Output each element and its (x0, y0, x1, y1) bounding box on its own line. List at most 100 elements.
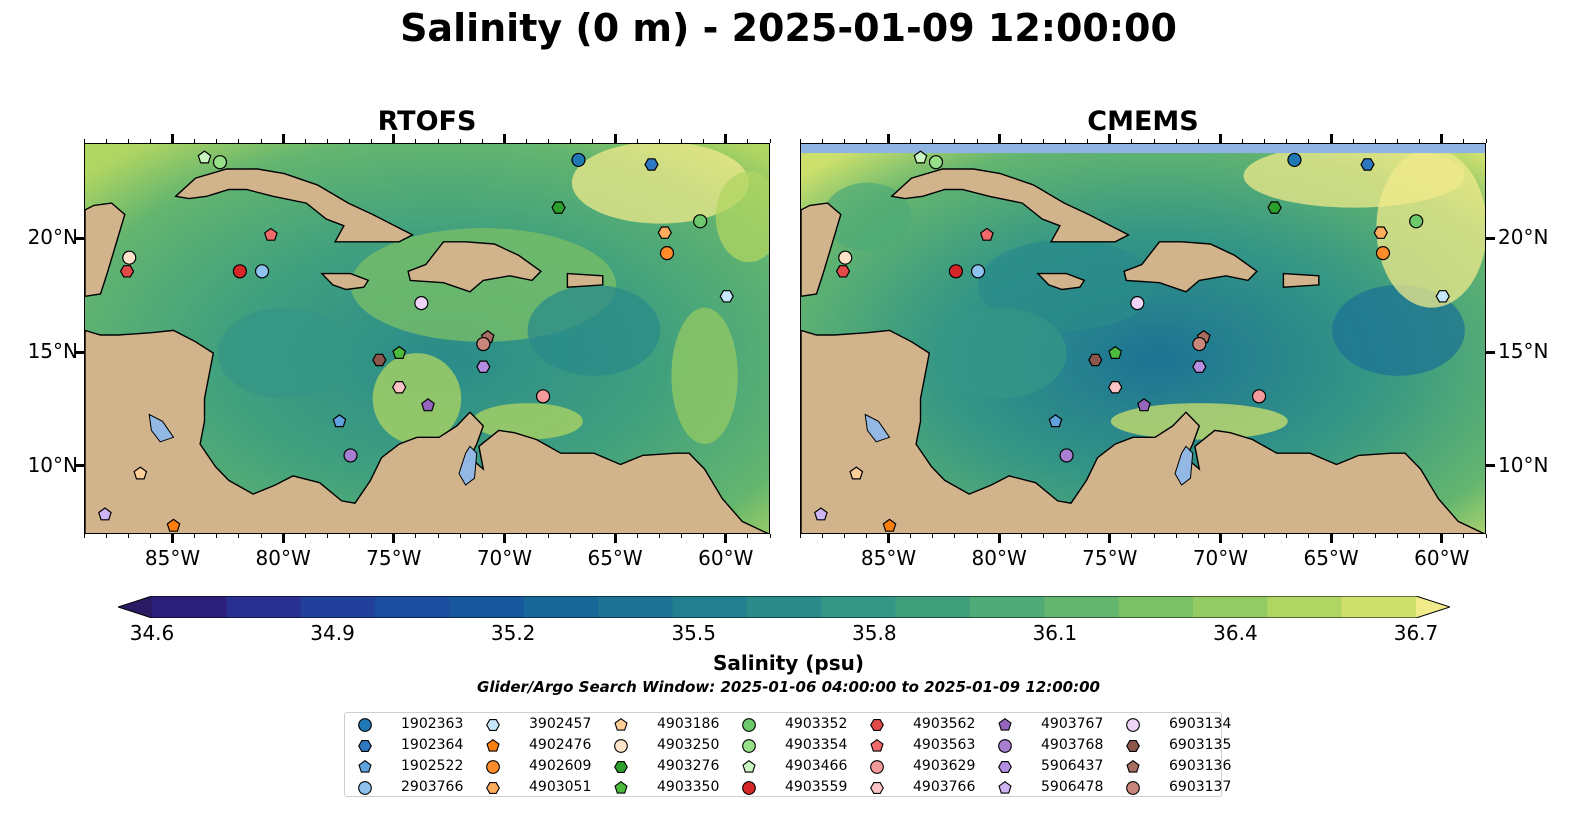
float-marker-6903134[interactable] (414, 296, 429, 311)
float-marker-4903276[interactable] (1267, 201, 1282, 214)
map-panel-rtofs[interactable] (84, 143, 770, 534)
float-marker-4903250[interactable] (122, 250, 137, 265)
float-marker-1902522[interactable] (1048, 414, 1063, 428)
tick-mark (1463, 139, 1465, 143)
tick-mark (1486, 350, 1495, 354)
tick-mark (1486, 236, 1495, 240)
colorbar-tick-label: 36.7 (1393, 621, 1439, 645)
colorbar-segment (969, 596, 1045, 618)
tick-mark (769, 534, 771, 538)
float-marker-4902476[interactable] (166, 518, 181, 532)
float-marker-4903352[interactable] (693, 214, 708, 229)
float-marker-5906478[interactable] (814, 507, 828, 521)
map-panel-cmems[interactable] (800, 143, 1486, 534)
float-marker-1902364[interactable] (1360, 158, 1375, 171)
tick-mark (843, 534, 845, 538)
float-marker-4903250[interactable] (838, 250, 853, 265)
float-marker-4903559[interactable] (232, 264, 248, 279)
tick-mark (1175, 139, 1177, 143)
float-marker-4903051[interactable] (1373, 226, 1388, 239)
float-marker-6903134[interactable] (1130, 296, 1145, 311)
float-marker-4903768[interactable] (1059, 448, 1074, 463)
float-marker-1902364[interactable] (644, 158, 659, 171)
tick-mark (1065, 534, 1067, 538)
tick-mark (1396, 139, 1398, 143)
float-marker-4903352[interactable] (1409, 214, 1424, 229)
float-marker-4903629[interactable] (535, 389, 551, 404)
tick-mark (1087, 139, 1089, 143)
axis-tick-label: 15°N (1498, 339, 1549, 364)
float-marker-4903766[interactable] (1108, 381, 1123, 394)
float-marker-6903135[interactable] (1088, 353, 1103, 367)
float-marker-4903186[interactable] (133, 466, 148, 480)
float-marker-4903562[interactable] (835, 265, 851, 278)
float-marker-4903276[interactable] (551, 201, 566, 214)
tick-mark (281, 534, 285, 543)
land-polygon (85, 329, 769, 533)
float-marker-2903766[interactable] (970, 264, 986, 279)
float-marker-4903562[interactable] (119, 265, 135, 278)
tick-mark (326, 139, 328, 143)
float-marker-4903186[interactable] (849, 466, 864, 480)
land-polygon (1282, 272, 1320, 288)
tick-mark (260, 139, 262, 143)
colorbar-tick-label: 34.6 (129, 621, 175, 645)
tick-mark (1441, 139, 1443, 143)
float-marker-5906478[interactable] (98, 507, 112, 521)
legend-marker-icon (358, 760, 372, 773)
legend-label: 4903186 (657, 716, 720, 732)
float-marker-4903766[interactable] (392, 381, 407, 394)
float-marker-4903466[interactable] (197, 150, 212, 164)
tick-mark (887, 534, 891, 543)
tick-mark (1020, 534, 1022, 538)
float-marker-1902363[interactable] (1287, 152, 1302, 168)
float-marker-2903766[interactable] (254, 264, 270, 279)
float-marker-4903051[interactable] (657, 226, 672, 239)
axis-tick-label: 10°N (1498, 452, 1549, 477)
float-marker-4903350[interactable] (392, 345, 407, 359)
axis-tick-label: 15°N (27, 339, 78, 364)
float-marker-1902363[interactable] (571, 152, 586, 168)
tick-mark (1440, 134, 1444, 143)
float-marker-4903354[interactable] (212, 155, 228, 170)
figure-title: Salinity (0 m) - 2025-01-09 12:00:00 (400, 6, 1177, 50)
tick-mark (1352, 534, 1354, 538)
float-marker-3902457[interactable] (719, 290, 734, 303)
float-marker-1902522[interactable] (332, 414, 347, 428)
legend-marker-icon (998, 781, 1012, 794)
float-marker-4903559[interactable] (948, 264, 964, 279)
float-marker-6903137[interactable] (476, 336, 491, 352)
float-marker-4903563[interactable] (263, 227, 278, 241)
float-marker-6903135[interactable] (372, 353, 387, 367)
tick-mark (393, 139, 395, 143)
float-marker-5906437[interactable] (476, 360, 491, 374)
float-marker-4903768[interactable] (343, 448, 358, 463)
float-marker-4903629[interactable] (1251, 389, 1267, 404)
legend-label: 6903135 (1169, 737, 1232, 753)
float-marker-4902476[interactable] (882, 518, 897, 532)
axis-tick-label: 80°W (971, 546, 1027, 570)
float-marker-4903354[interactable] (928, 155, 944, 170)
colorbar-segment (1341, 596, 1417, 618)
tick-mark (502, 534, 506, 543)
float-marker-4903563[interactable] (979, 227, 994, 241)
float-marker-4903350[interactable] (1108, 345, 1123, 359)
float-marker-3902457[interactable] (1435, 290, 1450, 303)
float-marker-4903767[interactable] (421, 398, 435, 412)
float-marker-4903767[interactable] (1137, 398, 1151, 412)
float-marker-4902609[interactable] (659, 246, 675, 261)
tick-mark (216, 534, 218, 538)
float-marker-4903466[interactable] (913, 150, 928, 164)
legend-label: 6903137 (1169, 779, 1232, 795)
legend-label: 4903559 (785, 779, 848, 795)
colorbar-tick-label: 35.2 (490, 621, 536, 645)
tick-mark (570, 534, 572, 538)
axis-tick-label: 70°W (476, 546, 533, 570)
tick-mark (725, 139, 727, 143)
float-marker-6903137[interactable] (1192, 336, 1207, 352)
axis-tick-label: 20°N (1498, 225, 1549, 250)
float-marker-5906437[interactable] (1192, 360, 1207, 374)
tick-mark (1463, 534, 1465, 538)
tick-mark (1065, 139, 1067, 143)
float-marker-4902609[interactable] (1375, 246, 1391, 261)
